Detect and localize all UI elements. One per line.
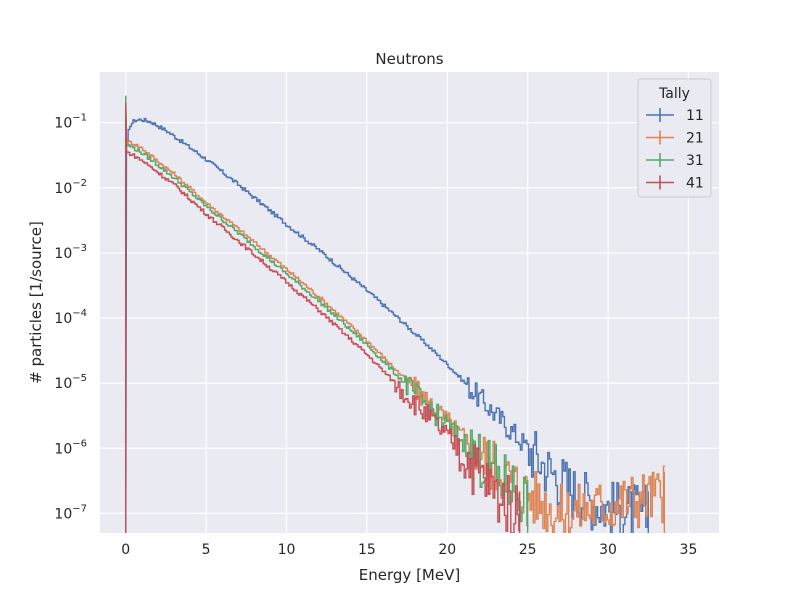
- x-tick-label: 25: [519, 542, 537, 558]
- x-axis-ticks: 0 5 10 15 20 25 30 35: [121, 542, 697, 558]
- y-axis-label: # particles [1/source]: [27, 221, 45, 384]
- x-tick-label: 30: [599, 542, 617, 558]
- y-tick-label: 10−5: [54, 373, 87, 392]
- x-tick-label: 35: [680, 542, 698, 558]
- legend-item-31: 31: [646, 153, 704, 169]
- legend-label: 11: [686, 108, 704, 124]
- legend-title: Tally: [658, 86, 690, 102]
- series-line: [125, 95, 529, 533]
- series-layer: [125, 95, 666, 533]
- legend-label: 21: [686, 131, 704, 147]
- x-axis-label: Energy [MeV]: [359, 566, 460, 584]
- x-tick-label: 10: [278, 542, 296, 558]
- legend-item-41: 41: [646, 175, 704, 192]
- series-21: [125, 107, 666, 533]
- x-tick-label: 20: [438, 542, 456, 558]
- legend-frame: [637, 78, 712, 198]
- legend-item-11: 11: [646, 108, 704, 124]
- y-tick-label: 10−6: [54, 438, 87, 457]
- x-tick-label: 5: [202, 542, 211, 558]
- legend-label: 31: [686, 153, 704, 169]
- y-axis-ticks: 10−7 10−6 10−5 10−4 10−3 10−2 10−1: [54, 113, 87, 523]
- series-line: [125, 107, 666, 533]
- legend-item-21: 21: [646, 130, 704, 147]
- series-41: [125, 103, 521, 533]
- y-tick-label: 10−3: [54, 243, 87, 262]
- legend-label: 41: [686, 176, 704, 192]
- grid: [100, 72, 719, 533]
- series-line: [125, 103, 521, 533]
- chart-title: Neutrons: [375, 50, 443, 68]
- series-31: [125, 95, 529, 533]
- y-tick-label: 10−1: [54, 113, 87, 132]
- x-tick-label: 0: [121, 542, 130, 558]
- y-tick-label: 10−7: [54, 503, 87, 522]
- legend: Tally 11 21 31 41: [637, 78, 712, 198]
- plot-area: [100, 72, 719, 533]
- y-tick-label: 10−2: [54, 178, 87, 197]
- x-tick-label: 15: [358, 542, 376, 558]
- y-tick-label: 10−4: [54, 308, 87, 327]
